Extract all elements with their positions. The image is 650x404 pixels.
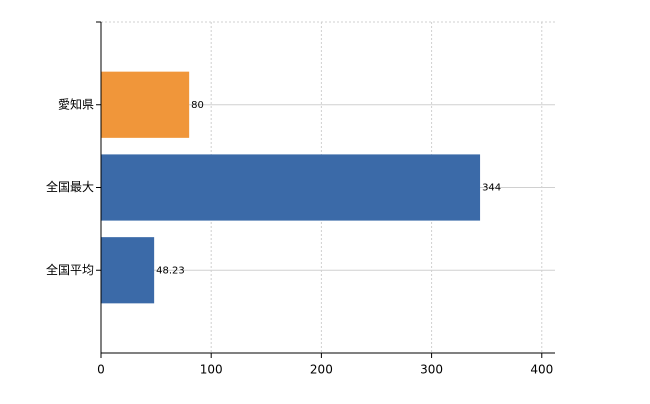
bar	[101, 71, 190, 138]
y-tick-label: 全国最大	[46, 179, 94, 194]
bar	[101, 154, 481, 221]
x-tick-label: 100	[200, 363, 223, 377]
bar	[101, 237, 155, 304]
x-tick-label: 400	[530, 363, 553, 377]
value-label: 48.23	[156, 265, 185, 276]
value-label: 344	[482, 183, 501, 194]
x-tick-label: 200	[310, 363, 333, 377]
x-tick-label: 300	[420, 363, 443, 377]
x-tick-label: 0	[97, 363, 105, 377]
y-tick-label: 愛知県	[58, 97, 94, 111]
value-label: 80	[191, 100, 204, 111]
y-tick-label: 全国平均	[46, 262, 94, 277]
